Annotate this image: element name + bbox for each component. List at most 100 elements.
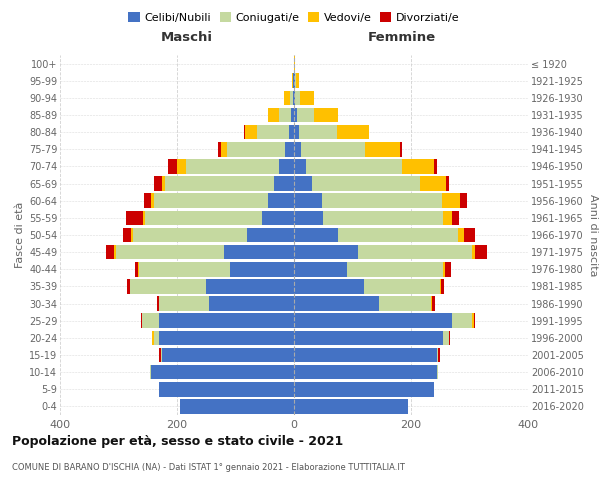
Bar <box>458 228 464 242</box>
Text: Femmine: Femmine <box>368 31 436 44</box>
Bar <box>209 296 294 311</box>
Bar <box>160 348 161 362</box>
Bar <box>294 296 379 311</box>
Bar <box>268 194 294 208</box>
Bar <box>347 262 443 276</box>
Bar <box>115 245 116 260</box>
Bar <box>434 159 437 174</box>
Bar <box>306 159 402 174</box>
Bar <box>268 108 280 122</box>
Bar <box>420 176 446 191</box>
Bar <box>301 142 365 156</box>
Bar <box>358 245 472 260</box>
Bar <box>294 108 297 122</box>
Bar <box>125 210 143 225</box>
Bar <box>130 279 206 293</box>
Bar <box>290 90 293 105</box>
Bar <box>177 159 186 174</box>
Bar <box>299 125 337 140</box>
Bar <box>442 279 445 293</box>
Bar <box>145 210 262 225</box>
Bar <box>295 74 296 88</box>
Bar <box>323 210 443 225</box>
Bar <box>143 194 151 208</box>
Bar <box>154 194 268 208</box>
Bar <box>432 296 435 311</box>
Bar <box>247 228 294 242</box>
Bar <box>337 125 369 140</box>
Bar <box>154 330 160 345</box>
Bar <box>449 330 450 345</box>
Bar <box>218 142 221 156</box>
Bar <box>294 142 301 156</box>
Bar <box>157 296 160 311</box>
Bar <box>294 399 408 413</box>
Bar <box>294 210 323 225</box>
Bar <box>314 108 338 122</box>
Bar <box>221 142 227 156</box>
Bar <box>230 262 294 276</box>
Bar <box>163 348 294 362</box>
Bar <box>186 159 280 174</box>
Bar <box>133 228 247 242</box>
Bar <box>142 314 160 328</box>
Bar <box>292 74 293 88</box>
Bar <box>284 90 290 105</box>
Bar <box>296 74 299 88</box>
Bar <box>294 348 437 362</box>
Legend: Celibi/Nubili, Coniugati/e, Vedovi/e, Divorziati/e: Celibi/Nubili, Coniugati/e, Vedovi/e, Di… <box>126 10 462 25</box>
Bar <box>294 159 306 174</box>
Bar <box>151 365 294 380</box>
Bar <box>294 228 338 242</box>
Bar <box>280 108 291 122</box>
Bar <box>293 90 294 105</box>
Bar <box>161 348 163 362</box>
Bar <box>160 314 294 328</box>
Bar <box>294 194 322 208</box>
Bar <box>244 125 245 140</box>
Bar <box>165 176 274 191</box>
Bar <box>106 245 115 260</box>
Bar <box>143 210 145 225</box>
Bar <box>168 159 177 174</box>
Bar <box>322 194 442 208</box>
Bar <box>206 279 294 293</box>
Bar <box>294 365 437 380</box>
Bar <box>294 279 364 293</box>
Bar <box>473 314 475 328</box>
Bar <box>116 245 224 260</box>
Bar <box>152 330 154 345</box>
Bar <box>127 279 130 293</box>
Bar <box>227 142 285 156</box>
Bar <box>285 142 294 156</box>
Bar <box>224 245 294 260</box>
Bar <box>365 142 400 156</box>
Text: COMUNE DI BARANO D'ISCHIA (NA) - Dati ISTAT 1° gennaio 2021 - Elaborazione TUTTI: COMUNE DI BARANO D'ISCHIA (NA) - Dati IS… <box>12 463 405 472</box>
Bar <box>274 176 294 191</box>
Bar <box>364 279 440 293</box>
Bar <box>291 108 294 122</box>
Bar <box>379 296 431 311</box>
Bar <box>245 125 257 140</box>
Bar <box>452 314 472 328</box>
Y-axis label: Anni di nascita: Anni di nascita <box>588 194 598 276</box>
Bar <box>294 90 295 105</box>
Bar <box>163 176 166 191</box>
Bar <box>122 228 131 242</box>
Bar <box>294 330 443 345</box>
Text: Maschi: Maschi <box>160 31 212 44</box>
Bar <box>439 348 440 362</box>
Bar <box>443 262 445 276</box>
Bar <box>141 314 142 328</box>
Bar <box>151 194 154 208</box>
Bar <box>289 125 294 140</box>
Bar <box>400 142 401 156</box>
Bar <box>472 314 473 328</box>
Bar <box>445 262 451 276</box>
Bar <box>160 296 209 311</box>
Bar <box>294 125 299 140</box>
Bar <box>294 314 452 328</box>
Bar <box>180 399 294 413</box>
Bar <box>442 194 460 208</box>
Bar <box>257 125 289 140</box>
